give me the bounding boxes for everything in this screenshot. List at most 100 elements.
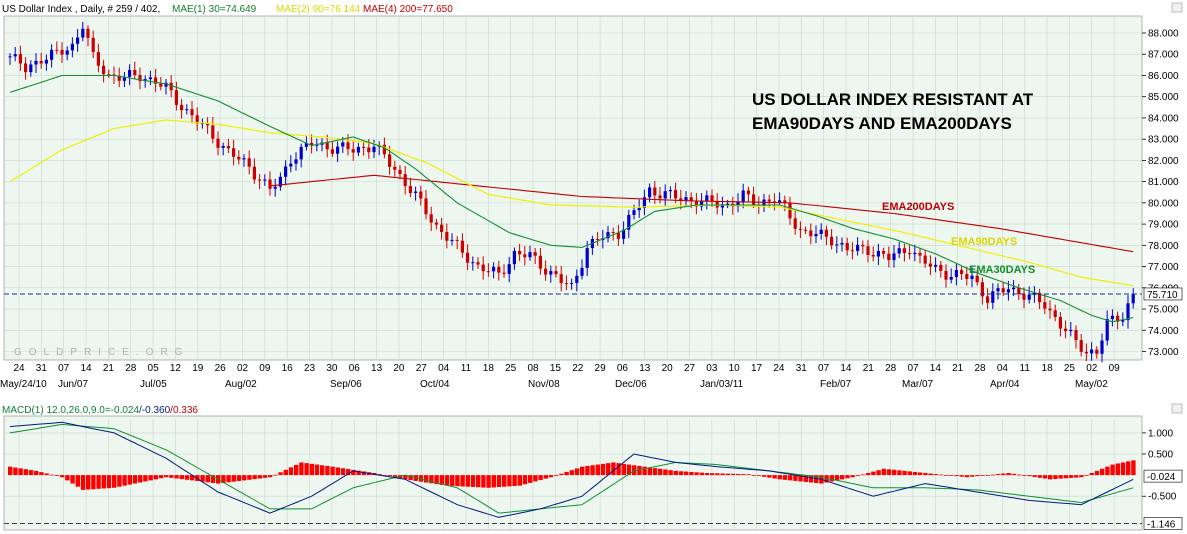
macd-line (9, 421, 1134, 518)
x-day-tick-label: 25 (1064, 363, 1076, 374)
macd-hist-bar (1131, 460, 1136, 476)
candle (18, 45, 22, 71)
price-y-tick-label: 88.000 (1148, 28, 1179, 39)
macd-hist-bar (460, 475, 465, 487)
annotation-line-1: US DOLLAR INDEX RESISTANT AT (752, 90, 1034, 109)
macd-hist-bar (439, 475, 444, 485)
macd-hist-bar (959, 475, 964, 477)
macd-hist-bar (507, 475, 512, 487)
price-y-tick-label: 78.000 (1148, 241, 1179, 252)
x-day-tick-label: 02 (1086, 363, 1098, 374)
candle (154, 68, 158, 93)
label-ema90: EMA90DAYS (951, 236, 1017, 248)
x-day-tick-label: 13 (639, 363, 651, 374)
price-y-tick-label: 81.000 (1148, 177, 1179, 188)
macd-resize-icon[interactable] (1171, 403, 1183, 414)
header-ema30: MAE(1) 30=74.649 (172, 4, 257, 15)
macd-hist-bar (1058, 475, 1063, 479)
candle (185, 104, 189, 115)
macd-hist-bar (762, 475, 767, 477)
x-day-tick-label: 06 (349, 363, 361, 374)
macd-hist-bar (96, 475, 101, 489)
candle (440, 217, 444, 240)
macd-hist-bar (538, 475, 543, 481)
macd-hist-bar (626, 464, 632, 476)
macd-hist-bar (65, 475, 70, 481)
macd-hist-bar (871, 471, 876, 476)
candle (1069, 322, 1073, 337)
macd-hist-bar (486, 475, 491, 488)
macd-hist-bar (49, 474, 54, 476)
macd-hist-bar (725, 473, 730, 476)
macd-hist-bar (528, 475, 533, 483)
macd-hist-bar (616, 463, 621, 476)
macd-hist-bar (938, 474, 944, 476)
macd-hist-bar (1100, 468, 1105, 476)
macd-hist-bar (772, 475, 777, 479)
macd-hist-bar (117, 475, 122, 487)
macd-hist-bar (564, 471, 569, 476)
x-day-tick-label: 04 (438, 363, 450, 374)
candle (606, 225, 610, 243)
candle (908, 245, 912, 260)
macd-hist-bar (320, 465, 325, 476)
window-resize-icon[interactable] (1171, 2, 1183, 13)
candle (195, 107, 199, 131)
macd-hist-bar (663, 469, 668, 476)
macd-hist-bar (756, 475, 762, 476)
macd-hist-bar (387, 475, 392, 477)
x-day-tick-label: 23 (304, 363, 316, 374)
x-day-tick-label: 31 (796, 363, 808, 374)
candle (336, 141, 340, 163)
header-ema90: MAE(2) 90=76.144 (276, 4, 361, 15)
macd-hist-bar (928, 473, 933, 476)
macd-hist-bar (164, 475, 169, 478)
macd-hist-bar (1037, 475, 1042, 478)
macd-hist-bar (143, 475, 148, 482)
macd-hist-bar (106, 475, 112, 489)
candle (450, 233, 454, 246)
macd-hist-bar (304, 463, 309, 476)
macd-hist-bar (382, 475, 387, 476)
macd-hist-bar (855, 475, 860, 476)
macd-hist-bar (881, 468, 886, 476)
candle (939, 260, 943, 278)
macd-hist-bar (808, 475, 814, 483)
x-day-tick-label: 11 (461, 363, 472, 374)
candle (882, 247, 886, 259)
candle (674, 182, 678, 203)
macd-signal-line (9, 423, 1134, 514)
x-day-tick-label: 21 (103, 363, 115, 374)
candle (892, 245, 896, 268)
candle (622, 221, 626, 245)
candle (34, 53, 38, 73)
macd-hist-bar (377, 474, 382, 476)
candle (148, 70, 152, 86)
candle (814, 225, 818, 244)
candle (934, 257, 938, 273)
macd-min-value-label: -1.146 (1147, 519, 1176, 530)
macd-hist-bar (782, 475, 788, 480)
x-day-tick-label: 22 (572, 363, 584, 374)
macd-hist-bar (720, 473, 725, 476)
candle (164, 78, 168, 95)
candle (710, 189, 714, 207)
macd-hist-bar (845, 475, 850, 479)
candle (86, 25, 90, 47)
candle (570, 278, 574, 290)
candle (1084, 343, 1088, 361)
x-day-tick-label: 15 (550, 363, 562, 374)
candle (653, 180, 657, 204)
candle (528, 245, 532, 261)
x-day-tick-label: 18 (483, 363, 495, 374)
candle (284, 160, 288, 186)
candle (575, 269, 579, 292)
candle (50, 44, 54, 68)
macd-hist-bar (621, 463, 626, 476)
macd-hist-bar (673, 470, 678, 476)
macd-hist-bar (1094, 470, 1100, 476)
candle (533, 248, 537, 265)
candle (502, 264, 506, 278)
macd-series-layer (4, 421, 1142, 524)
candle (928, 255, 932, 276)
